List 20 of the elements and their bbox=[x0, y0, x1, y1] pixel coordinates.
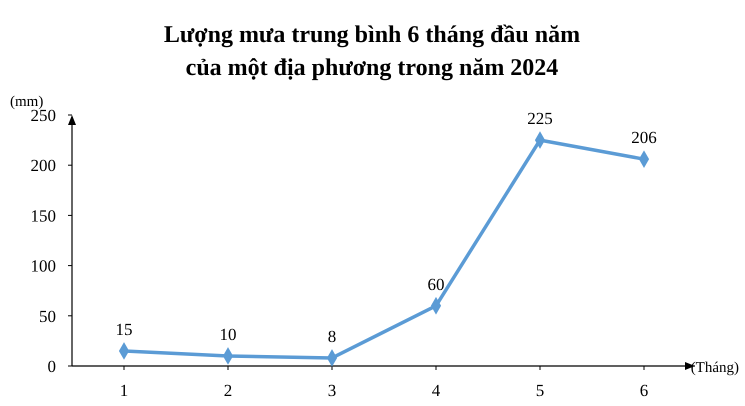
chart-title: Lượng mưa trung bình 6 tháng đầu năm của một địa phương trong năm 2024 bbox=[164, 22, 580, 81]
data-label: 10 bbox=[220, 324, 236, 344]
data-label: 225 bbox=[527, 109, 553, 128]
y-tick-label: 150 bbox=[30, 206, 56, 226]
x-tick-label: 5 bbox=[536, 381, 544, 400]
x-tick-label: 4 bbox=[432, 381, 441, 400]
data-label: 60 bbox=[428, 274, 444, 294]
y-axis-title: (mm) bbox=[10, 94, 44, 110]
data-label: 206 bbox=[631, 128, 657, 148]
y-tick-label: 50 bbox=[39, 306, 56, 326]
x-axis-title: (Tháng) bbox=[690, 360, 740, 376]
data-label: 15 bbox=[116, 320, 132, 339]
y-tick-label: 100 bbox=[30, 256, 56, 276]
x-tick-label: 1 bbox=[120, 381, 128, 400]
data-label: 8 bbox=[328, 326, 336, 346]
x-tick-label: 3 bbox=[328, 381, 336, 400]
y-tick-label: 0 bbox=[48, 357, 56, 376]
x-tick-label: 6 bbox=[640, 381, 648, 400]
y-tick-label: 200 bbox=[30, 156, 56, 176]
x-tick-label: 2 bbox=[224, 381, 232, 400]
